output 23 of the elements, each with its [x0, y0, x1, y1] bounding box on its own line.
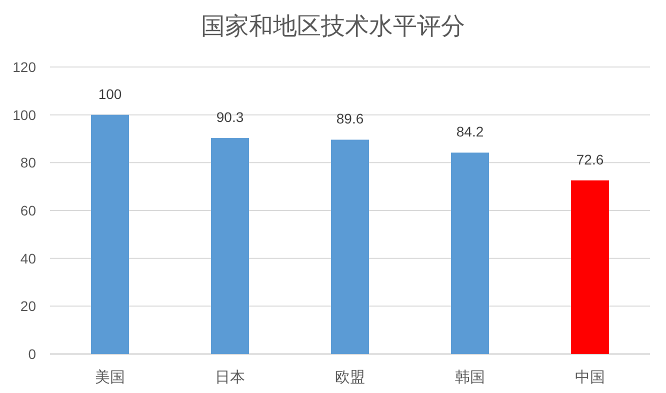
x-tick-label: 中国 [575, 368, 605, 386]
bar [211, 138, 249, 354]
bar [91, 114, 129, 354]
x-tick-label: 韩国 [455, 368, 485, 386]
y-tick-label: 60 [20, 202, 36, 218]
y-tick-label: 40 [20, 250, 36, 266]
data-label: 89.6 [336, 110, 364, 127]
y-tick-label: 120 [12, 59, 36, 75]
y-tick-label: 80 [20, 154, 36, 171]
y-tick-label: 0 [28, 346, 36, 362]
x-tick-label: 欧盟 [335, 368, 365, 386]
bar [571, 180, 609, 354]
y-tick-label: 20 [20, 298, 36, 314]
data-label: 84.2 [456, 124, 484, 140]
data-label: 90.3 [216, 109, 244, 126]
x-tick-label: 日本 [215, 368, 245, 386]
y-tick-label: 100 [12, 106, 36, 123]
data-label: 100 [98, 86, 122, 102]
data-label: 72.6 [576, 151, 604, 168]
bar [331, 140, 369, 354]
bar [451, 152, 489, 354]
x-tick-label: 美国 [95, 368, 125, 386]
chart-title: 国家和地区技术水平评分 [201, 12, 465, 40]
